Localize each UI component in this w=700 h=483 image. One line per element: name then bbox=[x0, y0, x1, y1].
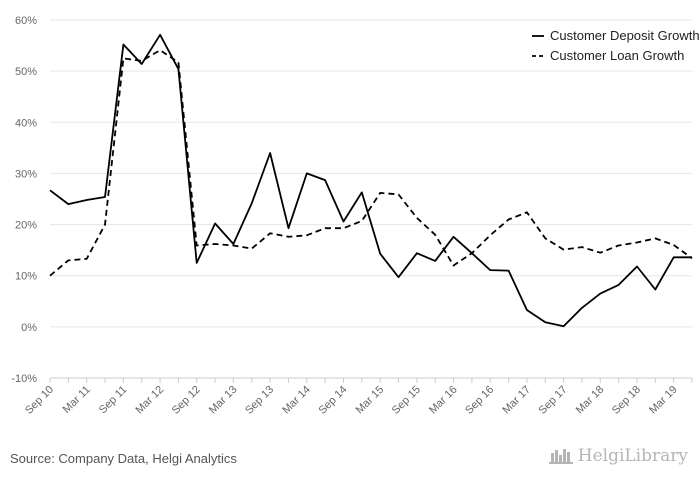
x-tick-label: Sep 16 bbox=[463, 384, 496, 417]
axes: -10%0%10%20%30%40%50%60%Sep 10 Mar 11 Sep … bbox=[11, 15, 693, 417]
x-tick-label: Sep 18 bbox=[610, 384, 643, 417]
footer: Source: Company Data, Helgi Analytics He… bbox=[0, 440, 700, 483]
legend-label: Customer Loan Growth bbox=[550, 48, 684, 63]
x-tick-label: Sep 12 bbox=[170, 384, 203, 417]
series-lines bbox=[49, 33, 693, 328]
brand-name: HelgiLibrary bbox=[577, 446, 688, 466]
brand-logo: HelgiLibrary bbox=[548, 446, 688, 466]
x-tick-label: Sep 11 bbox=[97, 384, 130, 417]
y-tick-label: 0% bbox=[21, 322, 37, 334]
legend-label: Customer Deposit Growth bbox=[550, 28, 700, 43]
x-tick-label: Sep 10 bbox=[23, 384, 56, 417]
y-tick-label: 10% bbox=[15, 271, 37, 283]
x-tick-label: Sep 14 bbox=[316, 384, 349, 417]
x-tick-label: Mar 16 bbox=[427, 384, 460, 417]
x-tick-label: Mar 18 bbox=[574, 384, 607, 417]
y-tick-label: 30% bbox=[15, 168, 37, 180]
x-tick-label: Sep 17 bbox=[537, 384, 570, 417]
library-icon bbox=[548, 449, 573, 464]
y-tick-label: 20% bbox=[15, 220, 37, 232]
y-tick-label: 50% bbox=[15, 66, 37, 78]
x-tick-label: Mar 17 bbox=[500, 384, 533, 417]
y-tick-label: 40% bbox=[15, 117, 37, 129]
x-tick-label: Sep 15 bbox=[390, 384, 423, 417]
x-tick-label: Mar 15 bbox=[354, 384, 387, 417]
y-tick-label: 60% bbox=[15, 15, 37, 27]
x-tick-label: Sep 13 bbox=[243, 384, 276, 417]
legend: Customer Deposit Growth Customer Loan Gro… bbox=[532, 28, 700, 63]
y-tick-label: -10% bbox=[11, 373, 37, 385]
line-chart: -10%0%10%20%30%40%50%60%Sep 10 Mar 11 Sep … bbox=[11, 15, 700, 417]
series-line bbox=[49, 49, 693, 277]
x-tick-label: Mar 13 bbox=[207, 384, 240, 417]
series-line bbox=[49, 33, 692, 328]
x-tick-label: Mar 11 bbox=[61, 384, 93, 416]
x-tick-label: Mar 14 bbox=[280, 384, 313, 417]
grid-lines bbox=[50, 19, 692, 379]
x-tick-label: Mar 12 bbox=[133, 384, 166, 417]
x-tick-label: Mar 19 bbox=[647, 384, 680, 417]
source-note: Source: Company Data, Helgi Analytics bbox=[10, 451, 237, 466]
